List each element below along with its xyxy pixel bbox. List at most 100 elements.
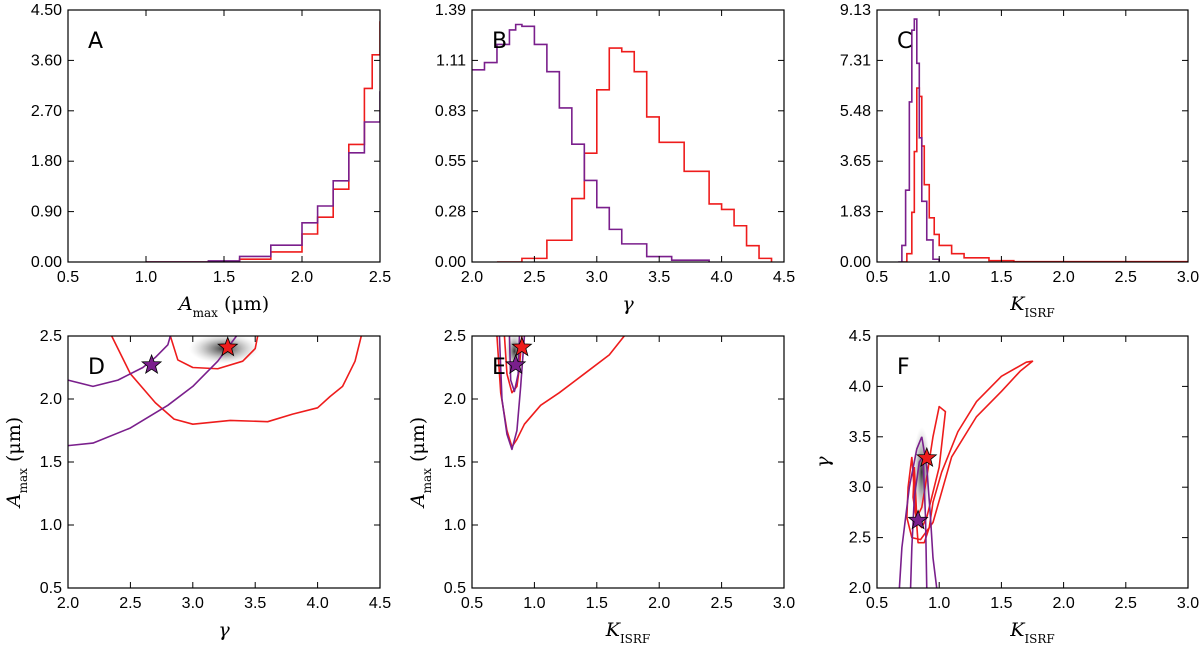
- x-tick-label: 0.5: [866, 269, 888, 286]
- x-tick-label: 3.0: [182, 595, 204, 612]
- x-tick-label: 1.5: [586, 595, 608, 612]
- x-tick-label: 3.5: [244, 595, 266, 612]
- star-marker: [217, 336, 239, 357]
- x-tick-label: 2.5: [1115, 595, 1137, 612]
- x-axis-label-main: K: [605, 619, 622, 641]
- y-tick-label: 0.28: [435, 204, 466, 221]
- y-tick-label: 3.0: [849, 479, 871, 496]
- plot-frame: [876, 9, 1189, 263]
- x-tick-label: 0.5: [461, 595, 483, 612]
- y-tick-label: 2.0: [849, 580, 871, 597]
- x-axis-label: KISRF: [1009, 293, 1055, 320]
- x-tick-label: 0.5: [866, 595, 888, 612]
- y-tick-label: 3.60: [31, 52, 62, 69]
- panel-f: 0.5 1.0 1.5 2.0 2.5 3.0 2.0 2.5 3.0 3.5 4.0 4.5 F KIS…: [812, 328, 1199, 645]
- panel-a: 0.5 1.0 1.5 2.0 2.5 0.00 0.90 1.80 2.70 3.60 4.50 A…: [31, 2, 391, 320]
- y-tick-label: 7.31: [840, 52, 871, 69]
- star-marker: [505, 353, 527, 375]
- y-tick-label: 1.5: [444, 454, 466, 471]
- y-tick-label: 0.83: [435, 103, 466, 120]
- x-axis-label: KISRF: [605, 619, 651, 645]
- y-tick-label: 1.80: [31, 153, 62, 170]
- y-tick-label: 5.48: [840, 103, 871, 120]
- x-tick-label: 2.0: [291, 269, 313, 286]
- series-line-purple: [472, 23, 710, 262]
- y-axis-label-subscript: max: [420, 468, 434, 494]
- x-axis-label-main: K: [1009, 619, 1026, 641]
- x-tick-label: 4.5: [369, 595, 391, 612]
- x-tick-label: 4.0: [710, 269, 732, 286]
- contour-line: [110, 336, 363, 426]
- y-tick-label: 1.5: [40, 454, 62, 471]
- y-axis-label-main: γ: [812, 456, 834, 468]
- star-marker: [907, 509, 929, 530]
- y-tick-label: 0.5: [444, 580, 466, 597]
- y-tick-label: 2.70: [31, 103, 62, 120]
- y-tick-label: 3.65: [840, 153, 871, 170]
- y-axis-label-subscript: max: [16, 468, 30, 494]
- x-tick-label: 3.5: [648, 269, 670, 286]
- star-marker: [511, 336, 533, 357]
- x-axis-label-main: γ: [622, 293, 634, 315]
- y-tick-label: 0.00: [31, 254, 62, 271]
- plot-frame: [67, 9, 381, 263]
- panel-letter: E: [492, 355, 506, 380]
- x-axis-label-subscript: max: [193, 306, 219, 320]
- contour-line: [68, 336, 172, 388]
- series-line-red: [146, 21, 380, 262]
- x-tick-label: 3.0: [1177, 595, 1199, 612]
- x-tick-label: 2.0: [461, 269, 483, 286]
- y-tick-label: 2.5: [849, 530, 871, 547]
- panel-letter: F: [897, 355, 910, 380]
- y-tick-label: 2.0: [40, 391, 62, 408]
- x-axis-label-subscript: ISRF: [1024, 306, 1054, 320]
- x-tick-label: 1.0: [523, 595, 545, 612]
- y-tick-label: 1.39: [435, 2, 466, 19]
- x-tick-label: 0.5: [57, 269, 79, 286]
- star-marker: [141, 353, 163, 375]
- y-tick-label: 1.0: [40, 517, 62, 534]
- plot-frame: [876, 335, 1189, 589]
- y-tick-label: 0.5: [40, 580, 62, 597]
- x-tick-label: 2.0: [1052, 269, 1074, 286]
- panel-letter: B: [492, 29, 507, 54]
- y-tick-label: 4.5: [849, 328, 871, 345]
- x-tick-label: 2.5: [1115, 269, 1137, 286]
- x-axis-label: γ: [622, 293, 634, 315]
- x-tick-label: 4.5: [773, 269, 795, 286]
- series-line-purple: [146, 91, 380, 262]
- y-tick-label: 2.0: [444, 391, 466, 408]
- y-tick-label: 1.11: [436, 52, 466, 69]
- x-axis-label-main: A: [177, 293, 193, 315]
- series-line-red: [901, 87, 1188, 262]
- y-axis-label-unit: (μm): [407, 417, 429, 468]
- y-tick-label: 3.5: [849, 429, 871, 446]
- y-tick-label: 0.55: [435, 153, 466, 170]
- y-tick-label: 0.90: [31, 204, 62, 221]
- x-tick-label: 2.5: [710, 595, 732, 612]
- y-tick-label: 0.00: [435, 254, 466, 271]
- y-tick-label: 4.0: [849, 378, 871, 395]
- y-tick-label: 2.5: [444, 328, 466, 345]
- x-tick-label: 1.5: [990, 595, 1012, 612]
- x-axis-label-subscript: ISRF: [1024, 632, 1054, 645]
- x-axis-label-main: γ: [218, 619, 230, 641]
- x-tick-label: 2.0: [57, 595, 79, 612]
- y-tick-label: 1.0: [444, 517, 466, 534]
- x-axis-label: Amax (μm): [177, 293, 269, 320]
- x-tick-label: 2.5: [369, 269, 391, 286]
- y-axis-label-unit: (μm): [3, 417, 25, 468]
- contour-line: [68, 336, 238, 447]
- series-line-red: [496, 47, 773, 262]
- plot-frame: [471, 9, 785, 263]
- panel-letter: C: [897, 29, 912, 54]
- x-axis-label-unit: (μm): [218, 293, 269, 315]
- x-axis-label-main: K: [1009, 293, 1026, 315]
- contour-line: [498, 336, 526, 451]
- x-axis-label-subscript: ISRF: [620, 632, 650, 645]
- panel-b: 2.0 2.5 3.0 3.5 4.0 4.5 0.00 0.28 0.55 0.83 1.11 1.…: [435, 2, 795, 315]
- panel-d: 2.0 2.5 3.0 3.5 4.0 4.5 0.5 1.0 1.5 2.0 2.5 Dγ Amax …: [3, 328, 391, 641]
- y-tick-label: 1.83: [840, 204, 871, 221]
- y-axis-label: Amax (μm): [407, 417, 434, 509]
- series-line-purple: [898, 18, 940, 262]
